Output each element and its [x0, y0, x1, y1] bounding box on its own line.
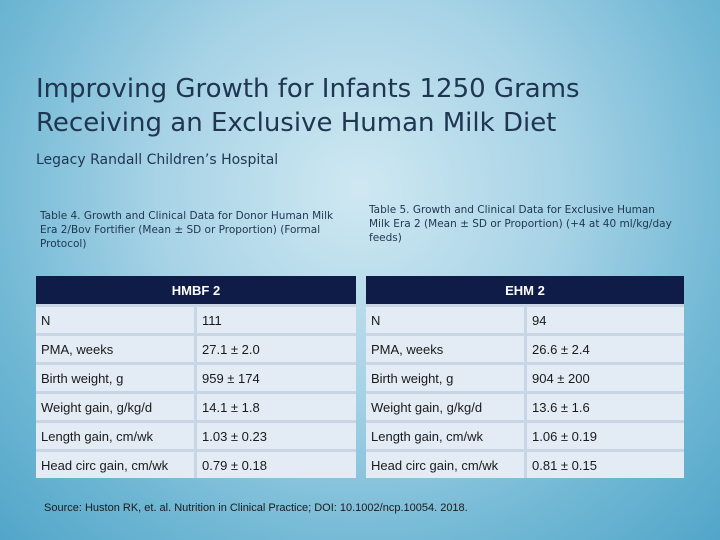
row-label: Weight gain, g/kg/d	[366, 391, 524, 420]
table-row: Birth weight, g 904 ± 200	[366, 362, 684, 391]
row-value: 1.03 ± 0.23	[194, 420, 356, 449]
title-line-1: Improving Growth for Infants 1250 Grams	[36, 74, 580, 104]
table-5-caption: Table 5. Growth and Clinical Data for Ex…	[369, 204, 672, 244]
row-label: PMA, weeks	[36, 333, 194, 362]
row-label: Length gain, cm/wk	[366, 420, 524, 449]
row-label: Birth weight, g	[366, 362, 524, 391]
ehm-2-table: EHM 2 N 94 PMA, weeks 26.6 ± 2.4 Birth w…	[366, 276, 684, 478]
source-citation: Source: Huston RK, et. al. Nutrition in …	[44, 502, 468, 514]
row-value: 94	[524, 304, 684, 333]
row-value: 904 ± 200	[524, 362, 684, 391]
table-row: N 94	[366, 304, 684, 333]
table-row: Weight gain, g/kg/d 14.1 ± 1.8	[36, 391, 356, 420]
row-value: 111	[194, 304, 356, 333]
row-value: 27.1 ± 2.0	[194, 333, 356, 362]
row-value: 14.1 ± 1.8	[194, 391, 356, 420]
row-label: Birth weight, g	[36, 362, 194, 391]
row-value: 959 ± 174	[194, 362, 356, 391]
table-4-caption: Table 4. Growth and Clinical Data for Do…	[40, 210, 334, 250]
table-header: EHM 2	[366, 276, 684, 304]
table-row: PMA, weeks 26.6 ± 2.4	[366, 333, 684, 362]
row-value: 1.06 ± 0.19	[524, 420, 684, 449]
table-row: Birth weight, g 959 ± 174	[36, 362, 356, 391]
row-value: 13.6 ± 1.6	[524, 391, 684, 420]
row-value: 0.79 ± 0.18	[194, 449, 356, 478]
row-label: Head circ gain, cm/wk	[36, 449, 194, 478]
table-header: HMBF 2	[36, 276, 356, 304]
row-label: PMA, weeks	[366, 333, 524, 362]
table-row: PMA, weeks 27.1 ± 2.0	[36, 333, 356, 362]
row-label: Length gain, cm/wk	[36, 420, 194, 449]
row-label: Weight gain, g/kg/d	[36, 391, 194, 420]
table-row: Weight gain, g/kg/d 13.6 ± 1.6	[366, 391, 684, 420]
row-label: Head circ gain, cm/wk	[366, 449, 524, 478]
table-row: Head circ gain, cm/wk 0.79 ± 0.18	[36, 449, 356, 478]
row-value: 0.81 ± 0.15	[524, 449, 684, 478]
table-row: Length gain, cm/wk 1.06 ± 0.19	[366, 420, 684, 449]
row-label: N	[36, 304, 194, 333]
hmbf-2-table: HMBF 2 N 111 PMA, weeks 27.1 ± 2.0 Birth…	[36, 276, 356, 478]
row-label: N	[366, 304, 524, 333]
title-line-2: Receiving an Exclusive Human Milk Diet	[36, 108, 557, 138]
slide-subtitle: Legacy Randall Children’s Hospital	[36, 152, 279, 168]
table-row: Length gain, cm/wk 1.03 ± 0.23	[36, 420, 356, 449]
table-row: N 111	[36, 304, 356, 333]
table-row: Head circ gain, cm/wk 0.81 ± 0.15	[366, 449, 684, 478]
row-value: 26.6 ± 2.4	[524, 333, 684, 362]
slide-title: Improving Growth for Infants 1250 Grams …	[36, 72, 656, 140]
